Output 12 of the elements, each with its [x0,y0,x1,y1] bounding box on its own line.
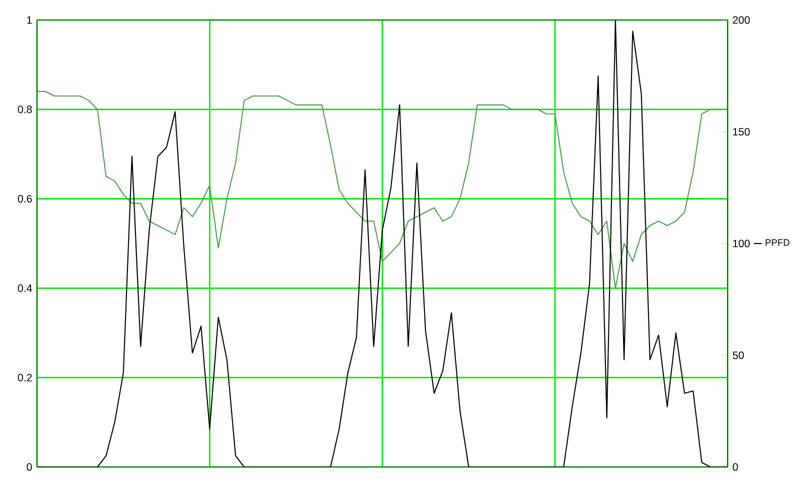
y-tick-label: 0.6 [18,195,32,203]
y2-tick-label: 0 [732,463,738,471]
y-tick-label: 0.2 [18,374,32,382]
y-tick-label: 0.8 [18,106,32,114]
y-tick-label: 1 [27,16,32,24]
y2-tick-label: 50 [732,351,744,360]
y2-tick-label: 100 [733,240,750,248]
legend-label: PPFD [766,239,790,246]
y2-tick-label: 200 [732,16,750,24]
y-tick-label: 0.4 [18,284,32,292]
y-tick-label: 0 [26,463,32,471]
y2-tick-label: 150 [733,128,750,136]
